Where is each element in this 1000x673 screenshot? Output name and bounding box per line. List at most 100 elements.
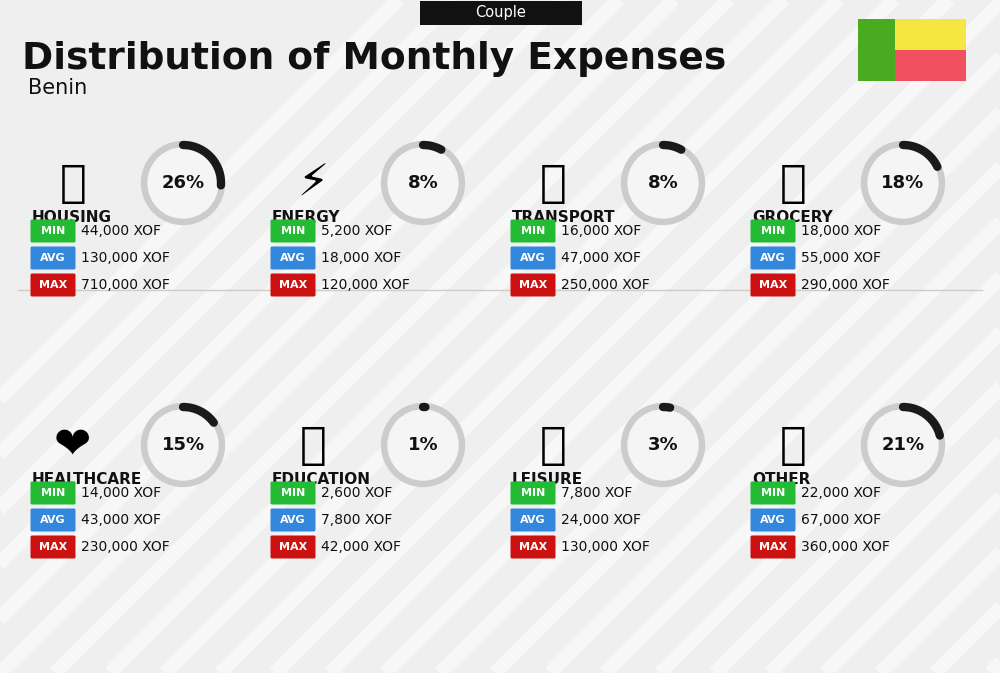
FancyBboxPatch shape <box>858 19 895 81</box>
Text: 7,800 XOF: 7,800 XOF <box>561 486 632 500</box>
Text: MAX: MAX <box>39 542 67 552</box>
Text: MAX: MAX <box>39 280 67 290</box>
Text: 21%: 21% <box>881 436 925 454</box>
Text: ENERGY: ENERGY <box>272 211 340 225</box>
Text: 55,000 XOF: 55,000 XOF <box>801 251 881 265</box>
Text: 2,600 XOF: 2,600 XOF <box>321 486 392 500</box>
Text: 18,000 XOF: 18,000 XOF <box>801 224 881 238</box>
FancyBboxPatch shape <box>30 509 76 532</box>
FancyBboxPatch shape <box>750 273 796 297</box>
Text: 🛍️: 🛍️ <box>540 423 566 466</box>
FancyBboxPatch shape <box>30 246 76 269</box>
Text: Couple: Couple <box>476 5 526 20</box>
Circle shape <box>148 410 218 480</box>
Text: 250,000 XOF: 250,000 XOF <box>561 278 650 292</box>
Text: AVG: AVG <box>520 515 546 525</box>
Circle shape <box>388 148 458 218</box>
FancyBboxPatch shape <box>750 509 796 532</box>
Text: 7,800 XOF: 7,800 XOF <box>321 513 392 527</box>
FancyBboxPatch shape <box>511 536 556 559</box>
FancyBboxPatch shape <box>30 219 76 242</box>
Text: AVG: AVG <box>760 515 786 525</box>
Text: 🎓: 🎓 <box>300 423 326 466</box>
Text: MIN: MIN <box>281 226 305 236</box>
Text: AVG: AVG <box>280 515 306 525</box>
FancyBboxPatch shape <box>420 1 582 25</box>
Text: 26%: 26% <box>161 174 205 192</box>
Text: 47,000 XOF: 47,000 XOF <box>561 251 641 265</box>
Text: 🏢: 🏢 <box>60 162 86 205</box>
FancyBboxPatch shape <box>895 19 966 50</box>
Text: 230,000 XOF: 230,000 XOF <box>81 540 170 554</box>
FancyBboxPatch shape <box>270 536 316 559</box>
FancyBboxPatch shape <box>30 481 76 505</box>
Text: ❤️: ❤️ <box>54 423 92 466</box>
Text: 🛒: 🛒 <box>780 162 806 205</box>
Text: 15%: 15% <box>161 436 205 454</box>
Text: 67,000 XOF: 67,000 XOF <box>801 513 881 527</box>
Text: 5,200 XOF: 5,200 XOF <box>321 224 392 238</box>
FancyBboxPatch shape <box>30 536 76 559</box>
Text: EDUCATION: EDUCATION <box>272 472 371 487</box>
Text: OTHER: OTHER <box>752 472 810 487</box>
Text: AVG: AVG <box>280 253 306 263</box>
Circle shape <box>628 148 698 218</box>
Text: MIN: MIN <box>41 226 65 236</box>
FancyBboxPatch shape <box>511 273 556 297</box>
Text: 16,000 XOF: 16,000 XOF <box>561 224 641 238</box>
Text: LEISURE: LEISURE <box>512 472 583 487</box>
Text: TRANSPORT: TRANSPORT <box>512 211 616 225</box>
Text: 43,000 XOF: 43,000 XOF <box>81 513 161 527</box>
Text: 360,000 XOF: 360,000 XOF <box>801 540 890 554</box>
FancyBboxPatch shape <box>270 273 316 297</box>
FancyBboxPatch shape <box>511 246 556 269</box>
Text: 14,000 XOF: 14,000 XOF <box>81 486 161 500</box>
FancyBboxPatch shape <box>750 219 796 242</box>
Text: 24,000 XOF: 24,000 XOF <box>561 513 641 527</box>
Text: Distribution of Monthly Expenses: Distribution of Monthly Expenses <box>22 41 726 77</box>
Circle shape <box>628 410 698 480</box>
FancyBboxPatch shape <box>750 246 796 269</box>
Circle shape <box>868 410 938 480</box>
Text: AVG: AVG <box>760 253 786 263</box>
FancyBboxPatch shape <box>270 246 316 269</box>
Text: MIN: MIN <box>41 488 65 498</box>
Text: MAX: MAX <box>279 542 307 552</box>
Text: MAX: MAX <box>279 280 307 290</box>
Circle shape <box>868 148 938 218</box>
FancyBboxPatch shape <box>270 509 316 532</box>
Text: ⚡: ⚡ <box>297 162 329 205</box>
Text: MIN: MIN <box>761 226 785 236</box>
Text: 290,000 XOF: 290,000 XOF <box>801 278 890 292</box>
Text: 130,000 XOF: 130,000 XOF <box>81 251 170 265</box>
Text: 1%: 1% <box>408 436 438 454</box>
Text: MIN: MIN <box>521 488 545 498</box>
Text: 8%: 8% <box>648 174 678 192</box>
Text: Benin: Benin <box>28 78 87 98</box>
Text: MAX: MAX <box>519 542 547 552</box>
Text: 120,000 XOF: 120,000 XOF <box>321 278 410 292</box>
Text: 8%: 8% <box>408 174 438 192</box>
Text: MAX: MAX <box>759 542 787 552</box>
FancyBboxPatch shape <box>750 481 796 505</box>
FancyBboxPatch shape <box>511 219 556 242</box>
Text: 18,000 XOF: 18,000 XOF <box>321 251 401 265</box>
Text: 22,000 XOF: 22,000 XOF <box>801 486 881 500</box>
FancyBboxPatch shape <box>750 536 796 559</box>
Text: MIN: MIN <box>281 488 305 498</box>
Text: 710,000 XOF: 710,000 XOF <box>81 278 170 292</box>
Text: GROCERY: GROCERY <box>752 211 833 225</box>
Text: HEALTHCARE: HEALTHCARE <box>32 472 142 487</box>
Text: AVG: AVG <box>40 253 66 263</box>
Text: 130,000 XOF: 130,000 XOF <box>561 540 650 554</box>
Text: MIN: MIN <box>761 488 785 498</box>
FancyBboxPatch shape <box>511 509 556 532</box>
Circle shape <box>148 148 218 218</box>
Text: HOUSING: HOUSING <box>32 211 112 225</box>
Text: 🚌: 🚌 <box>540 162 566 205</box>
FancyBboxPatch shape <box>511 481 556 505</box>
Text: AVG: AVG <box>520 253 546 263</box>
Text: 💰: 💰 <box>780 423 806 466</box>
Circle shape <box>388 410 458 480</box>
Text: 44,000 XOF: 44,000 XOF <box>81 224 161 238</box>
